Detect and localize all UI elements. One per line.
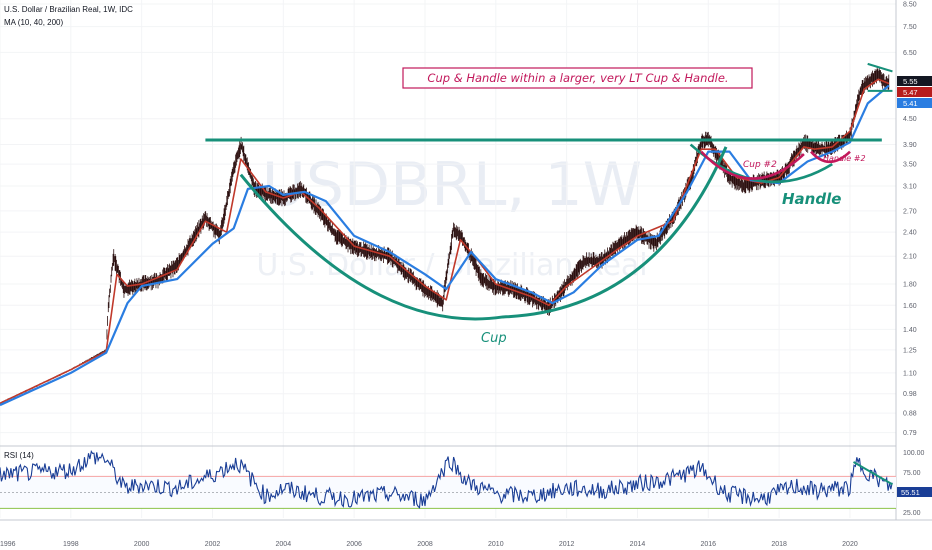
overlay-layer [205,62,893,321]
price-tick-label: 3.50 [903,162,917,169]
symbol-title: U.S. Dollar / Brazilian Real, 1W, IDC [4,5,133,14]
price-tick-label: 2.70 [903,208,917,215]
price-tick-label: 0.98 [903,391,917,398]
price-tick-label: 0.88 [903,411,917,418]
price-tick-label: 1.40 [903,327,917,334]
svg-text:5.55: 5.55 [903,77,918,86]
headline-box [402,67,753,89]
price-tick-label: 6.50 [903,50,917,57]
price-tick-label: 1.25 [903,347,917,354]
rsi-tick-label: 100.00 [903,450,925,457]
rsi-tick-label: 75.00 [903,470,921,477]
svg-text:5.41: 5.41 [903,99,918,108]
handle-top-line [867,62,893,73]
ma10-line [0,78,890,404]
cup-curve [239,146,728,321]
rsi-trendline [853,461,893,486]
ma-legend: MA (10, 40, 200) [4,18,63,27]
rsi-tick-label: 25.00 [903,510,921,517]
price-tick-label: 3.10 [903,183,917,190]
time-tick-label: 2014 [630,541,646,548]
price-tick-label: 4.50 [903,116,917,123]
rsi-line [0,449,893,509]
price-tick-label: 0.79 [903,430,917,437]
time-tick-label: 2002 [205,541,221,548]
cup2-curve [700,150,805,180]
price-tick-label: 1.10 [903,370,917,377]
price-tick-label: 2.10 [903,254,917,261]
badge-rsi: 55.51 [897,487,932,497]
headline-annotation: Cup & Handle within a larger, very LT Cu… [427,71,728,85]
rsi-layer [0,449,896,509]
price-tick-label: 1.60 [903,303,917,310]
time-tick-label: 2012 [559,541,575,548]
price-tick-label: 3.90 [903,142,917,149]
time-tick-label: 2010 [488,541,504,548]
price-tick-label: 8.50 [903,2,917,9]
time-axis: 1996 1998 2000 2002 2004 2006 2008 2010 2012 2014… [0,541,858,548]
handle2-curve [810,150,851,164]
time-tick-label: 2004 [276,541,292,548]
badge-last-price: 5.55 [897,76,932,86]
rsi-axis: 100.00 75.00 25.00 [903,450,925,517]
price-tick-label: 7.50 [903,24,917,31]
rsi-legend: RSI (14) [4,451,34,460]
price-tick-label: 2.40 [903,230,917,237]
svg-text:55.51: 55.51 [901,488,920,497]
watermark-symbol: USDBRL, 1W [262,150,642,220]
badge-ma40: 5.41 [897,98,932,108]
time-tick-label: 1996 [0,541,16,548]
time-tick-label: 2020 [842,541,858,548]
price-tick-label: 1.80 [903,282,917,289]
time-tick-label: 2008 [417,541,433,548]
badge-ma10: 5.47 [897,87,932,97]
cup-label: Cup [481,331,507,346]
time-tick-label: 2016 [701,541,717,548]
handle-label: Handle [782,190,841,208]
grid-lines [0,0,896,518]
time-tick-label: 2000 [134,541,150,548]
handle2-label: Handle #2 [823,154,866,163]
price-axis: 8.50 7.50 6.50 4.50 3.90 3.50 3.10 2.70 2.40 2.10… [903,2,917,438]
time-tick-label: 2006 [346,541,362,548]
svg-text:5.47: 5.47 [903,88,918,97]
time-tick-label: 2018 [771,541,787,548]
cup2-label: Cup #2 [743,160,777,170]
time-tick-label: 1998 [63,541,79,548]
